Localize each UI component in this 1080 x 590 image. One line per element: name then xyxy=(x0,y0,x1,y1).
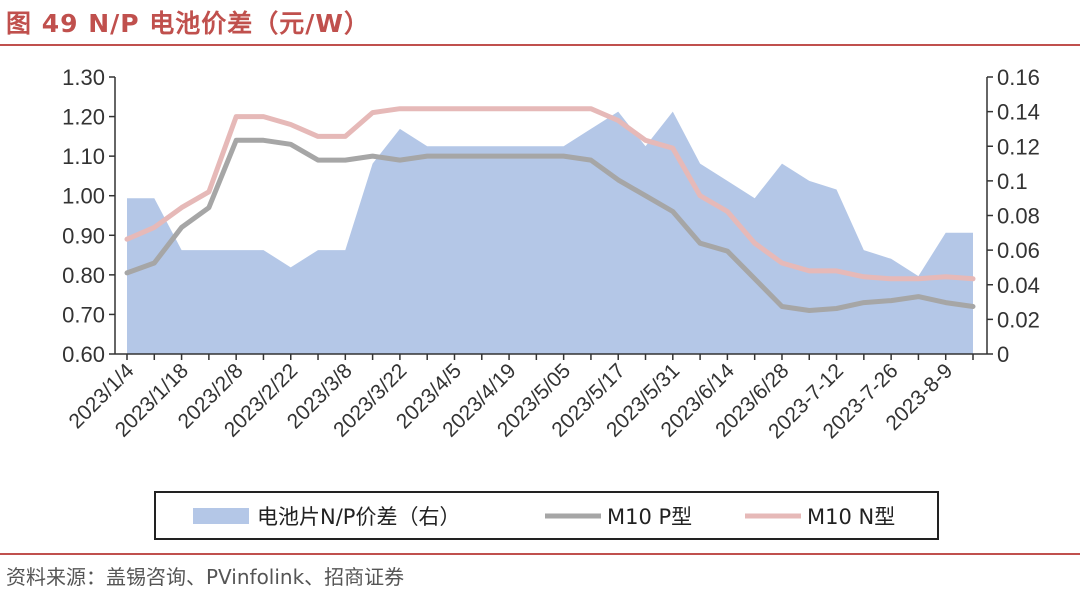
series-line-m10-p xyxy=(124,137,976,313)
y-left-tick-label: 0.60 xyxy=(62,342,105,367)
y-left-tick-label: 0.70 xyxy=(62,302,105,327)
series-line-m10-n xyxy=(124,106,976,282)
chart-title: 图 49 N/P 电池价差（元/W） xyxy=(6,9,370,38)
legend-swatch-area xyxy=(193,508,249,524)
y-right-tick-label: 0.02 xyxy=(997,307,1040,332)
footer-divider xyxy=(0,553,1080,555)
source-note: 资料来源：盖锡咨询、PVinfolink、招商证券 xyxy=(6,565,405,589)
y-right-tick-label: 0.12 xyxy=(997,134,1040,159)
title-divider xyxy=(0,44,1080,46)
legend-label-area: 电池片N/P价差（右） xyxy=(257,505,460,529)
np-price-spread-chart: 0.60 0.70 0.80 0.90 1.00 1.10 1.20 1.30 0 0.02 0.0… xyxy=(62,65,1040,540)
y-right-tick-label: 0.04 xyxy=(997,273,1040,298)
y-left-tick-label: 0.80 xyxy=(62,263,105,288)
y-right-tick-label: 0 xyxy=(997,342,1009,367)
series-area-np-spread xyxy=(127,111,973,354)
y-left-tick-label: 1.30 xyxy=(62,65,105,90)
y-left-tick-label: 0.90 xyxy=(62,223,105,248)
y-right-tick-label: 0.06 xyxy=(997,238,1040,263)
y-left-tick-label: 1.10 xyxy=(62,144,105,169)
y-right-tick-label: 0.16 xyxy=(997,65,1040,90)
y-right-tick-label: 0.1 xyxy=(997,169,1028,194)
legend-label-p: M10 P型 xyxy=(607,505,692,529)
y-right-tick-label: 0.08 xyxy=(997,204,1040,229)
legend-label-n: M10 N型 xyxy=(807,505,895,529)
y-left-tick-label: 1.20 xyxy=(62,105,105,130)
y-left-tick-label: 1.00 xyxy=(62,184,105,209)
y-right-tick-label: 0.14 xyxy=(997,100,1040,125)
